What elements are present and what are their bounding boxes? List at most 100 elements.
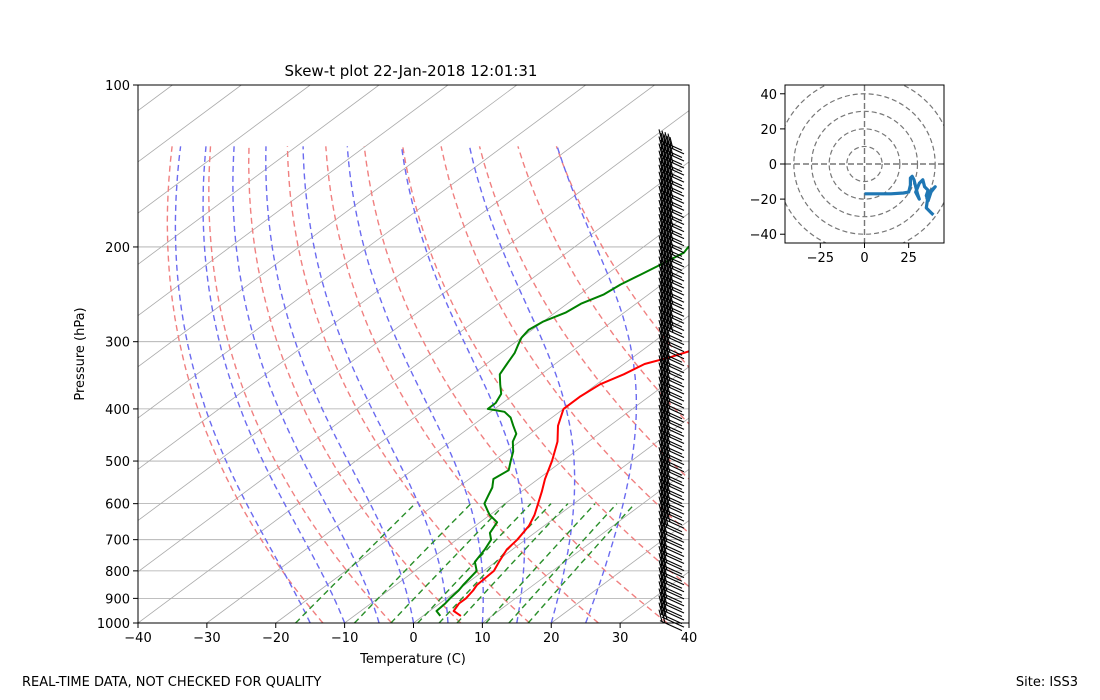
wind-barb-feather <box>658 461 663 474</box>
wind-barb <box>660 309 685 331</box>
wind-barb-feather <box>666 206 671 219</box>
wind-barb-feather <box>663 487 668 500</box>
wind-barb <box>660 224 685 247</box>
wind-barb-staff <box>659 485 683 497</box>
wind-barb <box>660 591 685 614</box>
isotherm-line <box>138 212 689 623</box>
wind-barb <box>660 252 685 275</box>
wind-barb-feather <box>664 132 669 145</box>
y-tick-label: 300 <box>105 336 130 351</box>
isotherm-line <box>275 315 689 623</box>
wind-barb-feather <box>658 531 663 545</box>
wind-barb-feather <box>660 196 665 209</box>
isotherm-line <box>344 366 689 623</box>
wind-barb <box>660 274 685 296</box>
wind-barb-staff <box>659 464 683 476</box>
wind-barb-feather <box>660 344 665 357</box>
hodograph-ring <box>846 145 883 183</box>
wind-barb-feather <box>658 270 663 283</box>
wind-barb-feather <box>660 570 665 583</box>
wind-barb-staff <box>659 422 683 434</box>
wind-barb-feather <box>660 379 665 393</box>
wind-barb <box>660 379 685 402</box>
wind-barb-feather <box>660 217 665 230</box>
x-tick-label: −30 <box>193 631 220 646</box>
wind-barb-feather <box>658 602 663 615</box>
wind-barb-feather <box>658 574 663 587</box>
wind-barb-feather <box>666 439 671 452</box>
wind-barb-staff <box>661 461 685 473</box>
wind-barb-feather <box>669 235 674 249</box>
wind-barb-feather <box>666 396 671 410</box>
wind-barb-feather <box>660 161 665 174</box>
wind-barb-feather <box>663 600 668 613</box>
mixing-ratio-line <box>508 503 618 623</box>
wind-barb-feather <box>660 556 665 569</box>
wind-barb-feather <box>658 440 663 453</box>
wind-barb <box>660 415 685 437</box>
wind-barb-feather <box>666 502 671 516</box>
y-tick-label: 900 <box>105 592 130 607</box>
wind-barb-feather <box>663 459 668 472</box>
wind-barb-feather <box>663 141 668 154</box>
wind-barb-staff <box>661 602 685 614</box>
wind-barb <box>660 210 685 233</box>
wind-barb-feather <box>660 464 665 478</box>
wind-barb-feather <box>666 495 671 509</box>
wind-barb-feather <box>669 144 674 157</box>
wind-barb-staff <box>659 542 683 554</box>
wind-barb <box>660 259 685 282</box>
y-axis-label: Pressure (hPa) <box>73 307 88 400</box>
wind-barb-feather <box>663 289 668 302</box>
wind-barb-feather <box>666 312 671 325</box>
wind-barb-feather <box>666 418 671 431</box>
hodograph-ticks: −25 0 25 −40 −20 0 20 40 <box>750 88 917 266</box>
wind-barb-feather <box>660 394 665 407</box>
wind-barb-feather <box>658 383 663 396</box>
wind-barb-feather <box>660 387 665 400</box>
wind-barb <box>660 598 685 621</box>
wind-barb-feather <box>666 262 671 275</box>
wind-barb-feather <box>660 429 665 442</box>
wind-barb-feather <box>669 320 674 333</box>
wind-barb-feather <box>666 241 671 254</box>
wind-barb-feather <box>660 577 665 591</box>
wind-barb-staff <box>661 545 685 557</box>
wind-barb-feather <box>663 437 668 451</box>
wind-barb-staff <box>659 493 683 505</box>
isotherm-line <box>138 85 380 265</box>
wind-barb-feather <box>663 593 668 606</box>
wind-barb-feather <box>658 185 663 199</box>
wind-barb <box>660 429 685 452</box>
wind-barb-feather <box>658 284 663 297</box>
wind-barb-feather <box>660 514 665 527</box>
wind-barb-staff <box>661 503 685 515</box>
wind-barb <box>660 605 685 628</box>
wind-barb-staff <box>659 450 683 462</box>
wind-barb-feather <box>666 382 671 396</box>
wind-barb-feather <box>666 305 671 318</box>
wind-barb-feather <box>666 403 671 417</box>
wind-barb-feather <box>660 372 665 386</box>
wind-barb-feather <box>666 276 671 290</box>
moist-adiabat <box>400 146 526 623</box>
wind-barb-staff <box>661 355 685 367</box>
wind-barb-feather <box>661 130 666 143</box>
wind-barb-feather <box>663 607 668 620</box>
wind-barb-feather <box>660 337 665 350</box>
wind-barb-feather <box>660 492 665 506</box>
wind-barb-staff <box>661 454 685 466</box>
wind-barb-feather <box>666 213 671 226</box>
wind-barb-staff <box>659 344 683 356</box>
wind-barb <box>660 231 685 254</box>
wind-barb-feather <box>663 536 668 550</box>
wind-barb <box>660 492 685 515</box>
wind-barb <box>658 129 683 151</box>
wind-barb-staff <box>661 397 685 409</box>
wind-barb-staff <box>661 341 685 353</box>
wind-barb-feather <box>669 193 674 206</box>
wind-barb-feather <box>658 228 663 241</box>
wind-barb-feather <box>666 192 671 205</box>
wind-barb-feather <box>660 521 665 534</box>
